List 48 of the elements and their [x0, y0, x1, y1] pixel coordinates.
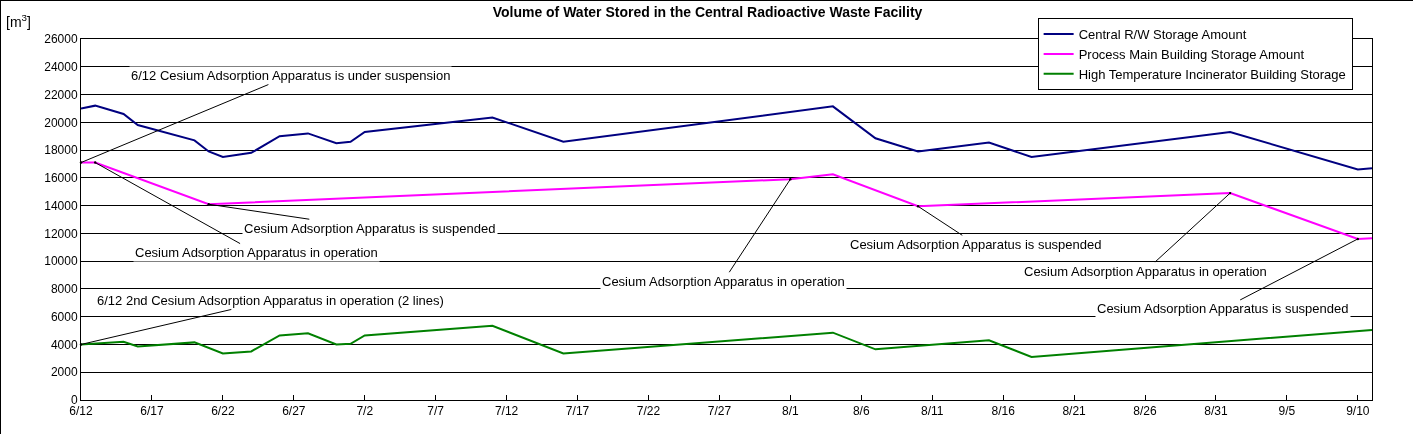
- y-tick-label: 2000: [50, 365, 78, 380]
- x-tick-label: 7/2: [356, 404, 374, 419]
- x-tick-label: 7/17: [565, 404, 590, 419]
- y-tick-label: 8000: [50, 282, 78, 297]
- x-tick-label: 7/12: [494, 404, 519, 419]
- x-tick-label: 7/22: [636, 404, 661, 419]
- annotation: Cesium Adsorption Apparatus in operation: [135, 245, 378, 260]
- annotation: Cesium Adsorption Apparatus in operation: [602, 274, 845, 289]
- legend-label: Central R/W Storage Amount: [1078, 27, 1247, 43]
- x-tick-label: 6/17: [140, 404, 164, 419]
- line-series: [81, 324, 1372, 358]
- x-tick-label: 8/16: [991, 404, 1016, 419]
- x-tick-label: 8/1: [782, 404, 799, 419]
- y-tick-label: 20000: [44, 115, 78, 130]
- y-tick-label: 26000: [44, 32, 78, 47]
- y-tick-label: 14000: [44, 198, 78, 213]
- annotation: Cesium Adsorption Apparatus is suspended: [850, 237, 1102, 252]
- y-tick-label: 12000: [44, 226, 78, 241]
- chart-title: Volume of Water Stored in the Central Radioactive Waste Facility: [492, 4, 923, 21]
- annotation: Cesium Adsorption Apparatus in operation: [1024, 264, 1267, 279]
- y-tick-label: 18000: [44, 143, 78, 158]
- x-tick-label: 8/11: [920, 404, 944, 419]
- y-tick-label: 4000: [50, 337, 78, 352]
- y-tick-label: 16000: [44, 171, 78, 186]
- annotation: 6/12 2nd Cesium Adsorption Apparatus in operation (2 lines): [97, 293, 444, 308]
- y-tick-label: 6000: [50, 309, 78, 324]
- x-tick-label: 9/10: [1346, 404, 1370, 419]
- annotation: Cesium Adsorption Apparatus is suspended: [244, 221, 496, 236]
- y-tick-label: 22000: [44, 87, 78, 102]
- annotation: 6/12 Cesium Adsorption Apparatus is under suspension: [131, 68, 451, 83]
- x-tick-label: 8/26: [1133, 404, 1158, 419]
- x-tick-label: 6/12: [69, 404, 93, 419]
- y-tick-label: 24000: [44, 59, 78, 74]
- legend-label: High Temperature Incinerator Building Storage: [1078, 66, 1346, 82]
- x-tick-label: 6/22: [211, 404, 235, 419]
- legend-label: Process Main Building Storage Amount: [1078, 46, 1305, 62]
- x-tick-label: 8/6: [852, 404, 870, 419]
- x-tick-label: 7/27: [707, 404, 732, 419]
- line-series: [81, 161, 1372, 240]
- annotation: Cesium Adsorption Apparatus is suspended: [1097, 301, 1349, 316]
- x-tick-label: 8/31: [1204, 404, 1228, 419]
- x-tick-label: 7/7: [427, 404, 445, 419]
- x-tick-label: 6/27: [282, 404, 306, 419]
- line-series: [81, 104, 1372, 171]
- x-tick-label: 9/5: [1278, 404, 1296, 419]
- x-tick-label: 8/21: [1062, 404, 1087, 419]
- y-axis-title: [m$^{3}$]: [6, 12, 31, 30]
- y-tick-label: 10000: [44, 254, 78, 269]
